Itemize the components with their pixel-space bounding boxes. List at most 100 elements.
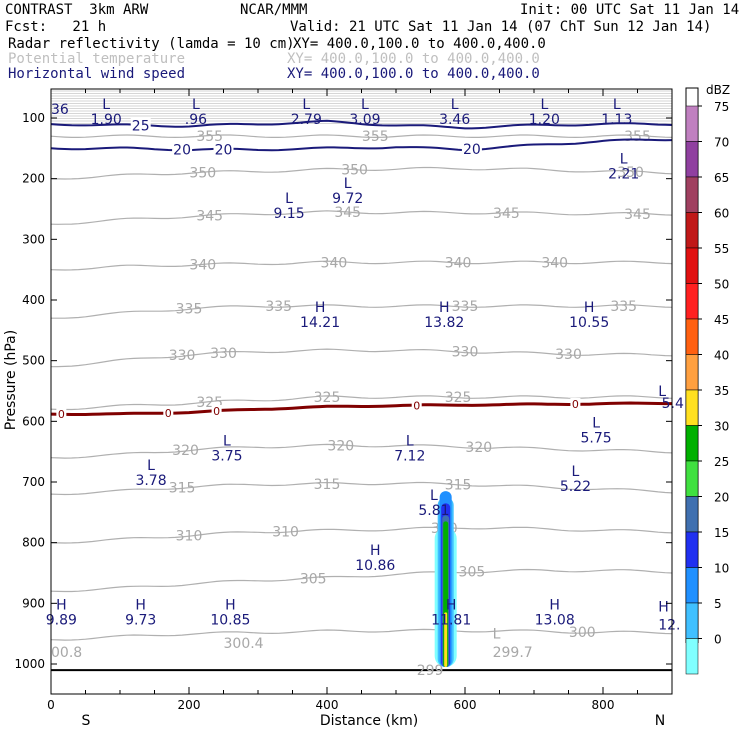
x-tick-label: 800 [592, 698, 615, 712]
extremum-letter-high: H [56, 597, 67, 613]
theta-label-310: 310 [176, 528, 203, 544]
y-tick-label: 700 [22, 475, 45, 489]
x-tick-label: 400 [316, 698, 339, 712]
colorbar-label: 35 [714, 384, 729, 398]
edge-value-label: 36 [51, 102, 69, 118]
theta-label-305: 305 [300, 571, 327, 587]
x-axis-label: Distance (km) [320, 713, 418, 729]
edge-value-label: 299.7 [493, 645, 533, 661]
theta-contour-315 [50, 481, 673, 496]
y-tick-label: 100 [22, 111, 45, 125]
wind-label-20: 20 [463, 142, 481, 158]
theta-label-330: 330 [169, 348, 196, 364]
theta-label-320: 320 [465, 440, 492, 456]
theta-label-345: 345 [493, 206, 520, 222]
extremum-value: 9.89 [46, 612, 77, 628]
extremum-letter-low: L [285, 191, 293, 207]
extremum-value: 14.21 [300, 315, 340, 331]
edge-value-label: 12. [658, 618, 680, 634]
freezing-level-line [50, 401, 672, 416]
extremum-letter-low: L [430, 488, 438, 504]
colorbar-label: 5 [714, 597, 722, 611]
colorbar-swatch [685, 176, 699, 213]
extremum-value: .96 [185, 112, 207, 128]
field-wind-xy: XY= 400.0,100.0 to 400.0,400.0 [287, 66, 540, 82]
colorbar-swatch [685, 247, 699, 284]
extremum-letter-low: L [223, 434, 231, 450]
extremum-letter-low: L [192, 97, 200, 113]
y-tick-label: 600 [22, 414, 45, 428]
theta-contour-335 [51, 304, 673, 319]
edge-value-label: L [658, 384, 666, 400]
theta-contour-355 [50, 134, 673, 139]
extremum-letter-low: L [451, 97, 459, 113]
theta-label-335: 335 [452, 299, 479, 315]
theta-label-315: 315 [169, 480, 196, 496]
extremum-letter-high: H [225, 597, 236, 613]
model-title: CONTRAST 3km ARW [5, 2, 149, 18]
theta-contour-310 [50, 526, 673, 544]
freezing-label-bg [211, 405, 222, 418]
extremum-letter-high: H [370, 543, 381, 559]
theta-label-345: 345 [624, 207, 651, 223]
colorbar-swatch [685, 425, 699, 462]
y-tick-label: 800 [22, 536, 45, 550]
x-end-label-north: N [655, 713, 665, 729]
colorbar-swatch [685, 105, 699, 142]
wind-label-bg [172, 141, 193, 156]
extremum-value: 5.22 [560, 479, 591, 495]
colorbar-swatch [685, 354, 699, 391]
extremum-value: 10.86 [355, 558, 395, 574]
y-tick-label: 1000 [14, 657, 45, 671]
y-tick-label: 300 [22, 232, 45, 246]
extremum-letter-low: L [620, 152, 628, 168]
colorbar-label: 30 [714, 420, 729, 434]
valid-time: Valid: 21 UTC Sat 11 Jan 14 (07 ChT Sun … [290, 19, 712, 35]
wind-label-20: 20 [215, 143, 233, 159]
colorbar-label: 60 [714, 207, 729, 221]
colorbar-swatch [685, 638, 699, 675]
theta-label-355: 355 [362, 129, 389, 145]
theta-label-340: 340 [321, 255, 348, 271]
extremum-letter-low: L [406, 434, 414, 450]
colorbar-swatch [685, 212, 699, 249]
wind-label-20: 20 [173, 142, 191, 158]
extremum-value: 2.21 [608, 167, 639, 183]
theta-label-330: 330 [452, 345, 479, 361]
colorbar-unit: dBZ [706, 83, 730, 97]
extremum-value: 11.81 [431, 612, 471, 628]
forecast-hour: Fcst: 21 h [5, 19, 107, 35]
extremum-value: 9.72 [332, 191, 363, 207]
extremum-letter-high: H [446, 597, 457, 613]
theta-contour-325 [50, 395, 673, 411]
theta-contour-300 [50, 628, 673, 641]
extremum-letter-high: H [584, 300, 595, 316]
colorbar-swatch [685, 602, 699, 639]
freezing-label-bg [163, 406, 174, 419]
theta-label-350: 350 [341, 162, 368, 178]
colorbar-swatch [685, 460, 699, 497]
x-tick-label: 600 [454, 698, 477, 712]
theta-label-345: 345 [334, 205, 361, 221]
colorbar-label: 40 [714, 349, 729, 363]
theta-label-310: 310 [272, 524, 299, 540]
extremum-letter-high: H [549, 597, 560, 613]
extremum-letter-high: H [439, 300, 450, 316]
colorbar-label: 75 [714, 100, 729, 114]
x-end-label-south: S [82, 713, 91, 729]
colorbar-swatch [685, 389, 699, 426]
colorbar-swatch [685, 567, 699, 604]
extremum-letter-high: H [135, 597, 146, 613]
edge-value-label: 300.4 [224, 636, 264, 652]
wind-contour-20 [50, 138, 673, 152]
x-tick-label: 200 [178, 698, 201, 712]
extremum-value: 3.09 [349, 112, 380, 128]
colorbar-label: 20 [714, 491, 729, 505]
edge-value-label: L [493, 627, 501, 643]
theta-label-330: 330 [210, 346, 237, 362]
extremum-letter-low: L [592, 415, 600, 431]
extremum-value: 13.08 [535, 612, 575, 628]
extremum-value: 1.13 [601, 112, 632, 128]
theta-label-335: 335 [265, 299, 292, 315]
